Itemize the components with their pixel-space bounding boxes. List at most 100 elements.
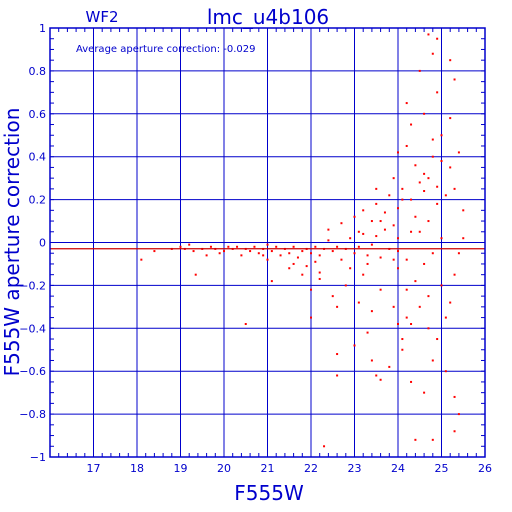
data-point: [431, 438, 434, 441]
data-point: [453, 273, 456, 276]
data-point: [423, 112, 426, 115]
data-point: [397, 207, 399, 210]
data-point: [423, 391, 426, 394]
data-point: [427, 177, 430, 180]
data-point: [244, 323, 247, 326]
data-point: [310, 288, 312, 291]
data-point: [414, 215, 417, 218]
data-point: [392, 177, 395, 180]
data-point: [457, 151, 460, 154]
data-point: [370, 243, 373, 246]
x-tick-label: 24: [391, 462, 405, 475]
y-tick-label: 0: [39, 237, 46, 250]
data-point: [249, 250, 252, 253]
data-point: [353, 344, 356, 347]
data-point: [397, 250, 399, 253]
data-point: [336, 374, 339, 377]
data-point: [410, 123, 413, 126]
data-point: [410, 230, 413, 233]
data-point: [431, 138, 434, 141]
data-point: [449, 166, 452, 169]
data-point: [410, 380, 413, 383]
data-point: [357, 245, 360, 248]
data-point: [292, 245, 295, 248]
data-point: [188, 243, 191, 246]
data-point: [375, 235, 378, 238]
data-point: [444, 316, 447, 319]
data-point: [362, 209, 365, 212]
data-point: [392, 258, 395, 261]
y-tick-label: −0.4: [19, 322, 46, 335]
data-point: [436, 91, 439, 94]
data-point: [436, 338, 439, 341]
data-point: [436, 202, 439, 205]
data-point: [288, 267, 291, 270]
data-point: [362, 273, 365, 276]
y-tick-label: 0.8: [29, 65, 47, 78]
x-tick-label: 26: [478, 462, 492, 475]
data-point: [240, 254, 243, 257]
x-tick-label: 21: [261, 462, 275, 475]
data-point: [310, 252, 312, 255]
data-point: [296, 256, 299, 259]
data-point: [418, 69, 421, 72]
data-point: [436, 185, 439, 188]
data-point: [349, 237, 352, 240]
data-point: [318, 254, 321, 257]
data-point: [444, 194, 447, 197]
data-point: [379, 220, 382, 223]
data-point: [327, 228, 330, 231]
data-point: [397, 323, 399, 326]
data-point: [366, 331, 369, 334]
data-point: [401, 348, 404, 351]
data-point: [397, 151, 399, 154]
data-point: [331, 295, 334, 298]
data-point: [405, 258, 408, 261]
data-point: [431, 252, 434, 255]
data-point: [375, 374, 378, 377]
data-point: [357, 301, 360, 304]
data-point: [209, 245, 212, 248]
data-point: [383, 211, 386, 214]
y-tick-label: 0.4: [29, 151, 47, 164]
data-point: [392, 224, 395, 227]
y-tick-label: −1: [30, 451, 46, 464]
data-point: [388, 365, 391, 368]
data-point: [449, 301, 452, 304]
y-tick-label: −0.2: [19, 279, 46, 292]
data-point: [153, 250, 156, 253]
data-point: [427, 327, 430, 330]
y-tick-label: 1: [39, 22, 46, 35]
y-tick-label: −0.6: [19, 365, 46, 378]
data-point: [344, 284, 347, 287]
data-point: [223, 250, 225, 253]
data-point: [366, 254, 369, 257]
data-point: [410, 323, 413, 326]
data-point: [301, 250, 304, 253]
plot-frame: [49, 27, 486, 458]
data-point: [401, 187, 404, 190]
data-point: [314, 245, 317, 248]
grid-lines: [49, 27, 486, 458]
y-tick-label: 0.6: [29, 108, 47, 121]
data-point: [453, 430, 456, 433]
x-tick-label: 20: [217, 462, 231, 475]
data-point: [440, 284, 443, 287]
data-point: [192, 250, 195, 253]
data-point: [362, 232, 365, 235]
data-point: [423, 172, 426, 175]
data-point: [179, 245, 182, 248]
data-point: [423, 190, 426, 193]
data-point: [336, 305, 339, 308]
data-point: [375, 187, 378, 190]
data-point: [327, 239, 330, 242]
data-point: [279, 254, 282, 257]
data-point: [288, 252, 291, 255]
data-point: [236, 245, 239, 248]
data-point: [270, 280, 273, 283]
data-point: [270, 250, 273, 253]
data-point: [414, 280, 417, 283]
data-point: [405, 102, 408, 105]
data-point: [423, 262, 426, 265]
